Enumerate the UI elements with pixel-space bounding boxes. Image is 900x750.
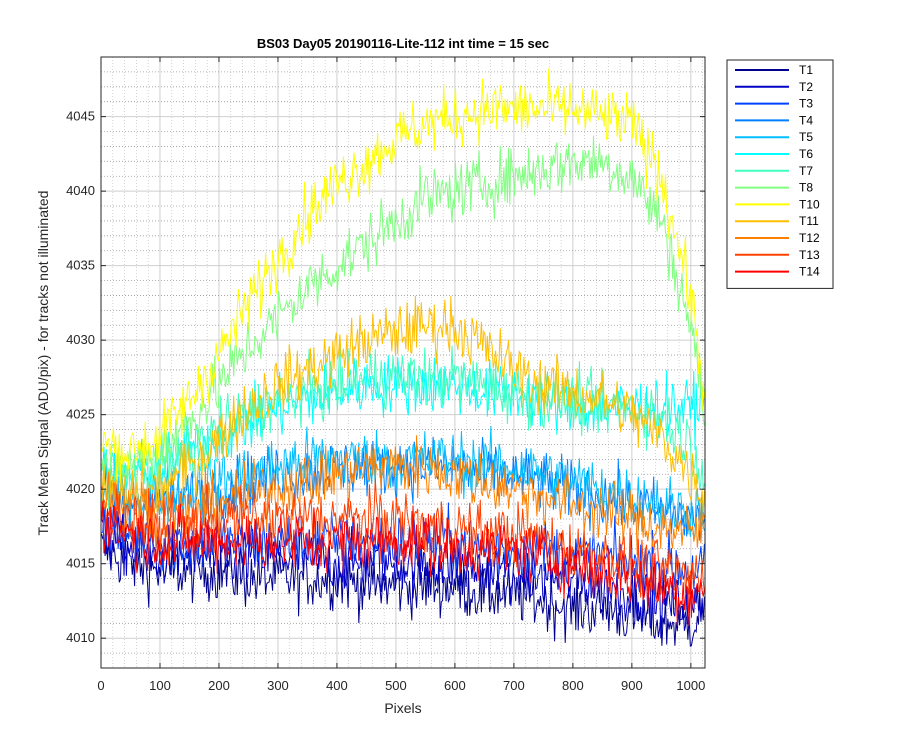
x-tick-label: 400: [326, 678, 348, 693]
series-line-t7: [101, 339, 705, 510]
y-tick-label: 4020: [66, 481, 95, 496]
x-tick-label: 1000: [676, 678, 705, 693]
legend-label-t6: T6: [799, 147, 813, 161]
y-tick-label: 4035: [66, 258, 95, 273]
x-tick-label: 200: [208, 678, 230, 693]
series-line-t12: [101, 435, 705, 556]
legend-label-t4: T4: [799, 113, 813, 127]
chart-title: BS03 Day05 20190116-Lite-112 int time = …: [257, 36, 549, 51]
y-tick-label: 4040: [66, 183, 95, 198]
legend-label-t11: T11: [799, 214, 819, 228]
axis-ticks: 0 100 200 300 400 500 600 700 800 900 1000 4010 4015…: [66, 57, 705, 693]
series-line-t10: [101, 68, 705, 490]
x-tick-label: 500: [385, 678, 407, 693]
legend-label-t1: T1: [799, 63, 813, 77]
legend-box: [726, 59, 834, 289]
series-line-t8: [101, 135, 705, 489]
x-tick-label: 100: [149, 678, 171, 693]
legend-label-t12: T12: [799, 231, 820, 245]
x-tick-label: 900: [621, 678, 643, 693]
y-tick-label: 4045: [66, 109, 95, 124]
x-tick-label: 800: [562, 678, 584, 693]
legend-label-t5: T5: [799, 130, 813, 144]
y-tick-label: 4025: [66, 407, 95, 422]
x-tick-label: 700: [503, 678, 525, 693]
legend-label-t14: T14: [799, 265, 820, 279]
legend-label-t13: T13: [799, 248, 820, 262]
plot-lines: [101, 68, 705, 647]
legend-label-t8: T8: [799, 181, 813, 195]
y-tick-label: 4030: [66, 332, 95, 347]
series-line-t11: [101, 295, 705, 521]
y-tick-label: 4015: [66, 556, 95, 571]
axes-box: [100, 56, 706, 669]
legend-label-t10: T10: [799, 197, 820, 211]
x-axis-label: Pixels: [384, 700, 421, 716]
series-line-t14: [101, 500, 705, 626]
x-tick-label: 0: [97, 678, 104, 693]
y-tick-label: 4010: [66, 630, 95, 645]
y-axis-label: Track Mean Signal (ADU/pix) - for tracks…: [35, 191, 51, 536]
series-line-t6: [101, 355, 705, 501]
legend-label-t7: T7: [799, 164, 813, 178]
x-tick-label: 600: [444, 678, 466, 693]
legend-label-t2: T2: [799, 80, 813, 94]
legend: T1 T2 T3 T4 T5 T6 T7 T8 T10 T11 T12 T13 T14: [726, 59, 834, 289]
x-tick-label: 300: [267, 678, 289, 693]
legend-label-t3: T3: [799, 97, 813, 111]
